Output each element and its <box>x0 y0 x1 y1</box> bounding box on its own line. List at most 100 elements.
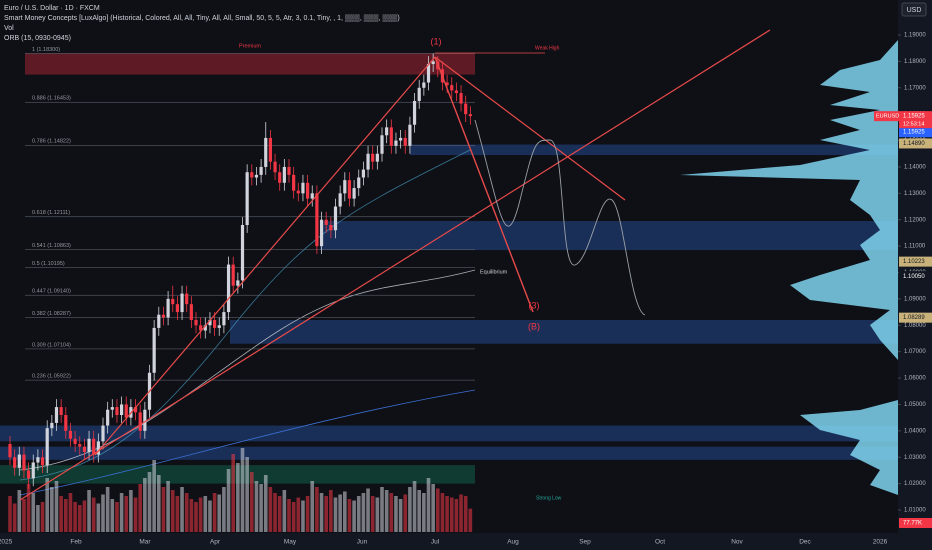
volume-bar <box>370 496 375 532</box>
candle-body <box>324 219 328 225</box>
currency-button[interactable] <box>901 2 927 17</box>
volume-bar <box>50 487 54 532</box>
volume-bar <box>254 481 259 532</box>
candle-body <box>82 446 86 452</box>
candle-body <box>92 438 96 455</box>
price-label: 1.10223 <box>903 259 925 265</box>
x-tick-label: Jul <box>431 539 440 546</box>
candle-body <box>464 103 468 115</box>
candle-body <box>133 407 138 413</box>
price-label-box <box>899 271 932 282</box>
zone <box>25 53 475 75</box>
candle-body <box>36 457 40 463</box>
candle-body <box>189 304 193 320</box>
volume-bar <box>240 448 245 532</box>
volume-bar <box>361 493 366 532</box>
price-label: 1.15925 <box>903 130 925 136</box>
candle-body <box>64 415 68 431</box>
x-tick-label: Jun <box>357 539 368 546</box>
candle-body <box>431 61 435 65</box>
candle-body <box>361 169 365 178</box>
volume-bar <box>36 505 40 532</box>
candle-body <box>347 180 352 199</box>
candle-body <box>422 82 426 88</box>
candle-body <box>273 161 277 173</box>
volume-bar <box>147 472 152 532</box>
candle-body <box>338 193 342 207</box>
candle-body <box>50 422 54 429</box>
price-label: 1.10050 <box>903 274 925 280</box>
candle-body <box>106 409 110 426</box>
volume-bar <box>263 475 268 532</box>
volume-bar <box>259 484 263 532</box>
volume-bar <box>31 493 36 532</box>
candle-body <box>282 166 286 183</box>
candle-body <box>87 438 91 452</box>
volume-bar <box>468 508 473 532</box>
volume-bar <box>22 499 26 532</box>
countdown-box <box>899 120 932 129</box>
y-tick-label: 1.07000 <box>904 349 926 355</box>
volume-label: 77.77K <box>903 521 922 527</box>
trend-line <box>94 56 436 456</box>
volume-bar <box>119 493 124 532</box>
volume-bar <box>222 487 226 532</box>
volume-bar <box>110 499 115 532</box>
volume-bar <box>394 496 398 532</box>
candle-body <box>13 457 17 468</box>
volume-bar <box>175 496 180 532</box>
volume-bar <box>170 490 175 532</box>
annotation: Equilibrium <box>480 269 508 275</box>
y-tick-label: 1.12000 <box>904 217 926 223</box>
x-tick-label: Feb <box>70 539 82 546</box>
candle-body <box>319 219 324 247</box>
candle-body <box>166 298 170 318</box>
volume-bar <box>440 493 445 532</box>
y-tick-label: 1.14000 <box>904 165 926 171</box>
volume-bar <box>152 460 156 532</box>
candle-body <box>120 404 124 415</box>
countdown: 12:53:14 <box>903 122 924 128</box>
volume-bar <box>91 497 96 532</box>
candle-body <box>278 172 282 183</box>
x-tick-label: 2025 <box>0 539 13 546</box>
volume-bar <box>305 496 310 532</box>
volume-bar <box>226 469 231 532</box>
candle-body <box>468 114 472 117</box>
volume-bar <box>352 500 356 532</box>
volume-bar <box>417 490 421 532</box>
volume-bar <box>380 487 384 532</box>
volume-bar <box>133 497 138 532</box>
candle-body <box>213 320 217 328</box>
price-label-box <box>899 127 932 138</box>
price-label-box <box>899 256 932 267</box>
zone <box>0 425 898 442</box>
fib-label: 0.886 (1.16453) <box>32 96 71 102</box>
volume-bar <box>338 494 342 532</box>
fib-label: 0.382 (1.08287) <box>32 311 71 317</box>
candle-body <box>352 188 356 199</box>
candle-body <box>268 137 272 162</box>
candle-body <box>459 93 463 104</box>
candle-body <box>287 166 291 175</box>
candle-body <box>161 314 166 318</box>
volume-bar <box>45 478 49 532</box>
volume-bar <box>296 497 301 532</box>
candle-body <box>180 293 184 313</box>
y-tick-label: 1.08000 <box>904 323 926 329</box>
candle-body <box>208 320 212 326</box>
candle-body <box>203 325 207 331</box>
candle-body <box>445 82 449 86</box>
volume-bar <box>403 494 408 532</box>
volume-bar <box>8 496 12 532</box>
volume-bar <box>105 487 110 532</box>
zone <box>320 221 898 251</box>
currency-label: USD <box>907 7 922 14</box>
x-tick-label: Sep <box>579 539 591 546</box>
volume-bar <box>12 503 17 532</box>
volume-bar <box>282 490 287 532</box>
volume-profile <box>680 40 898 495</box>
symbol-tag: EURUSD <box>876 114 899 120</box>
candle-body <box>73 438 77 445</box>
x-tick-label: Apr <box>210 539 221 546</box>
